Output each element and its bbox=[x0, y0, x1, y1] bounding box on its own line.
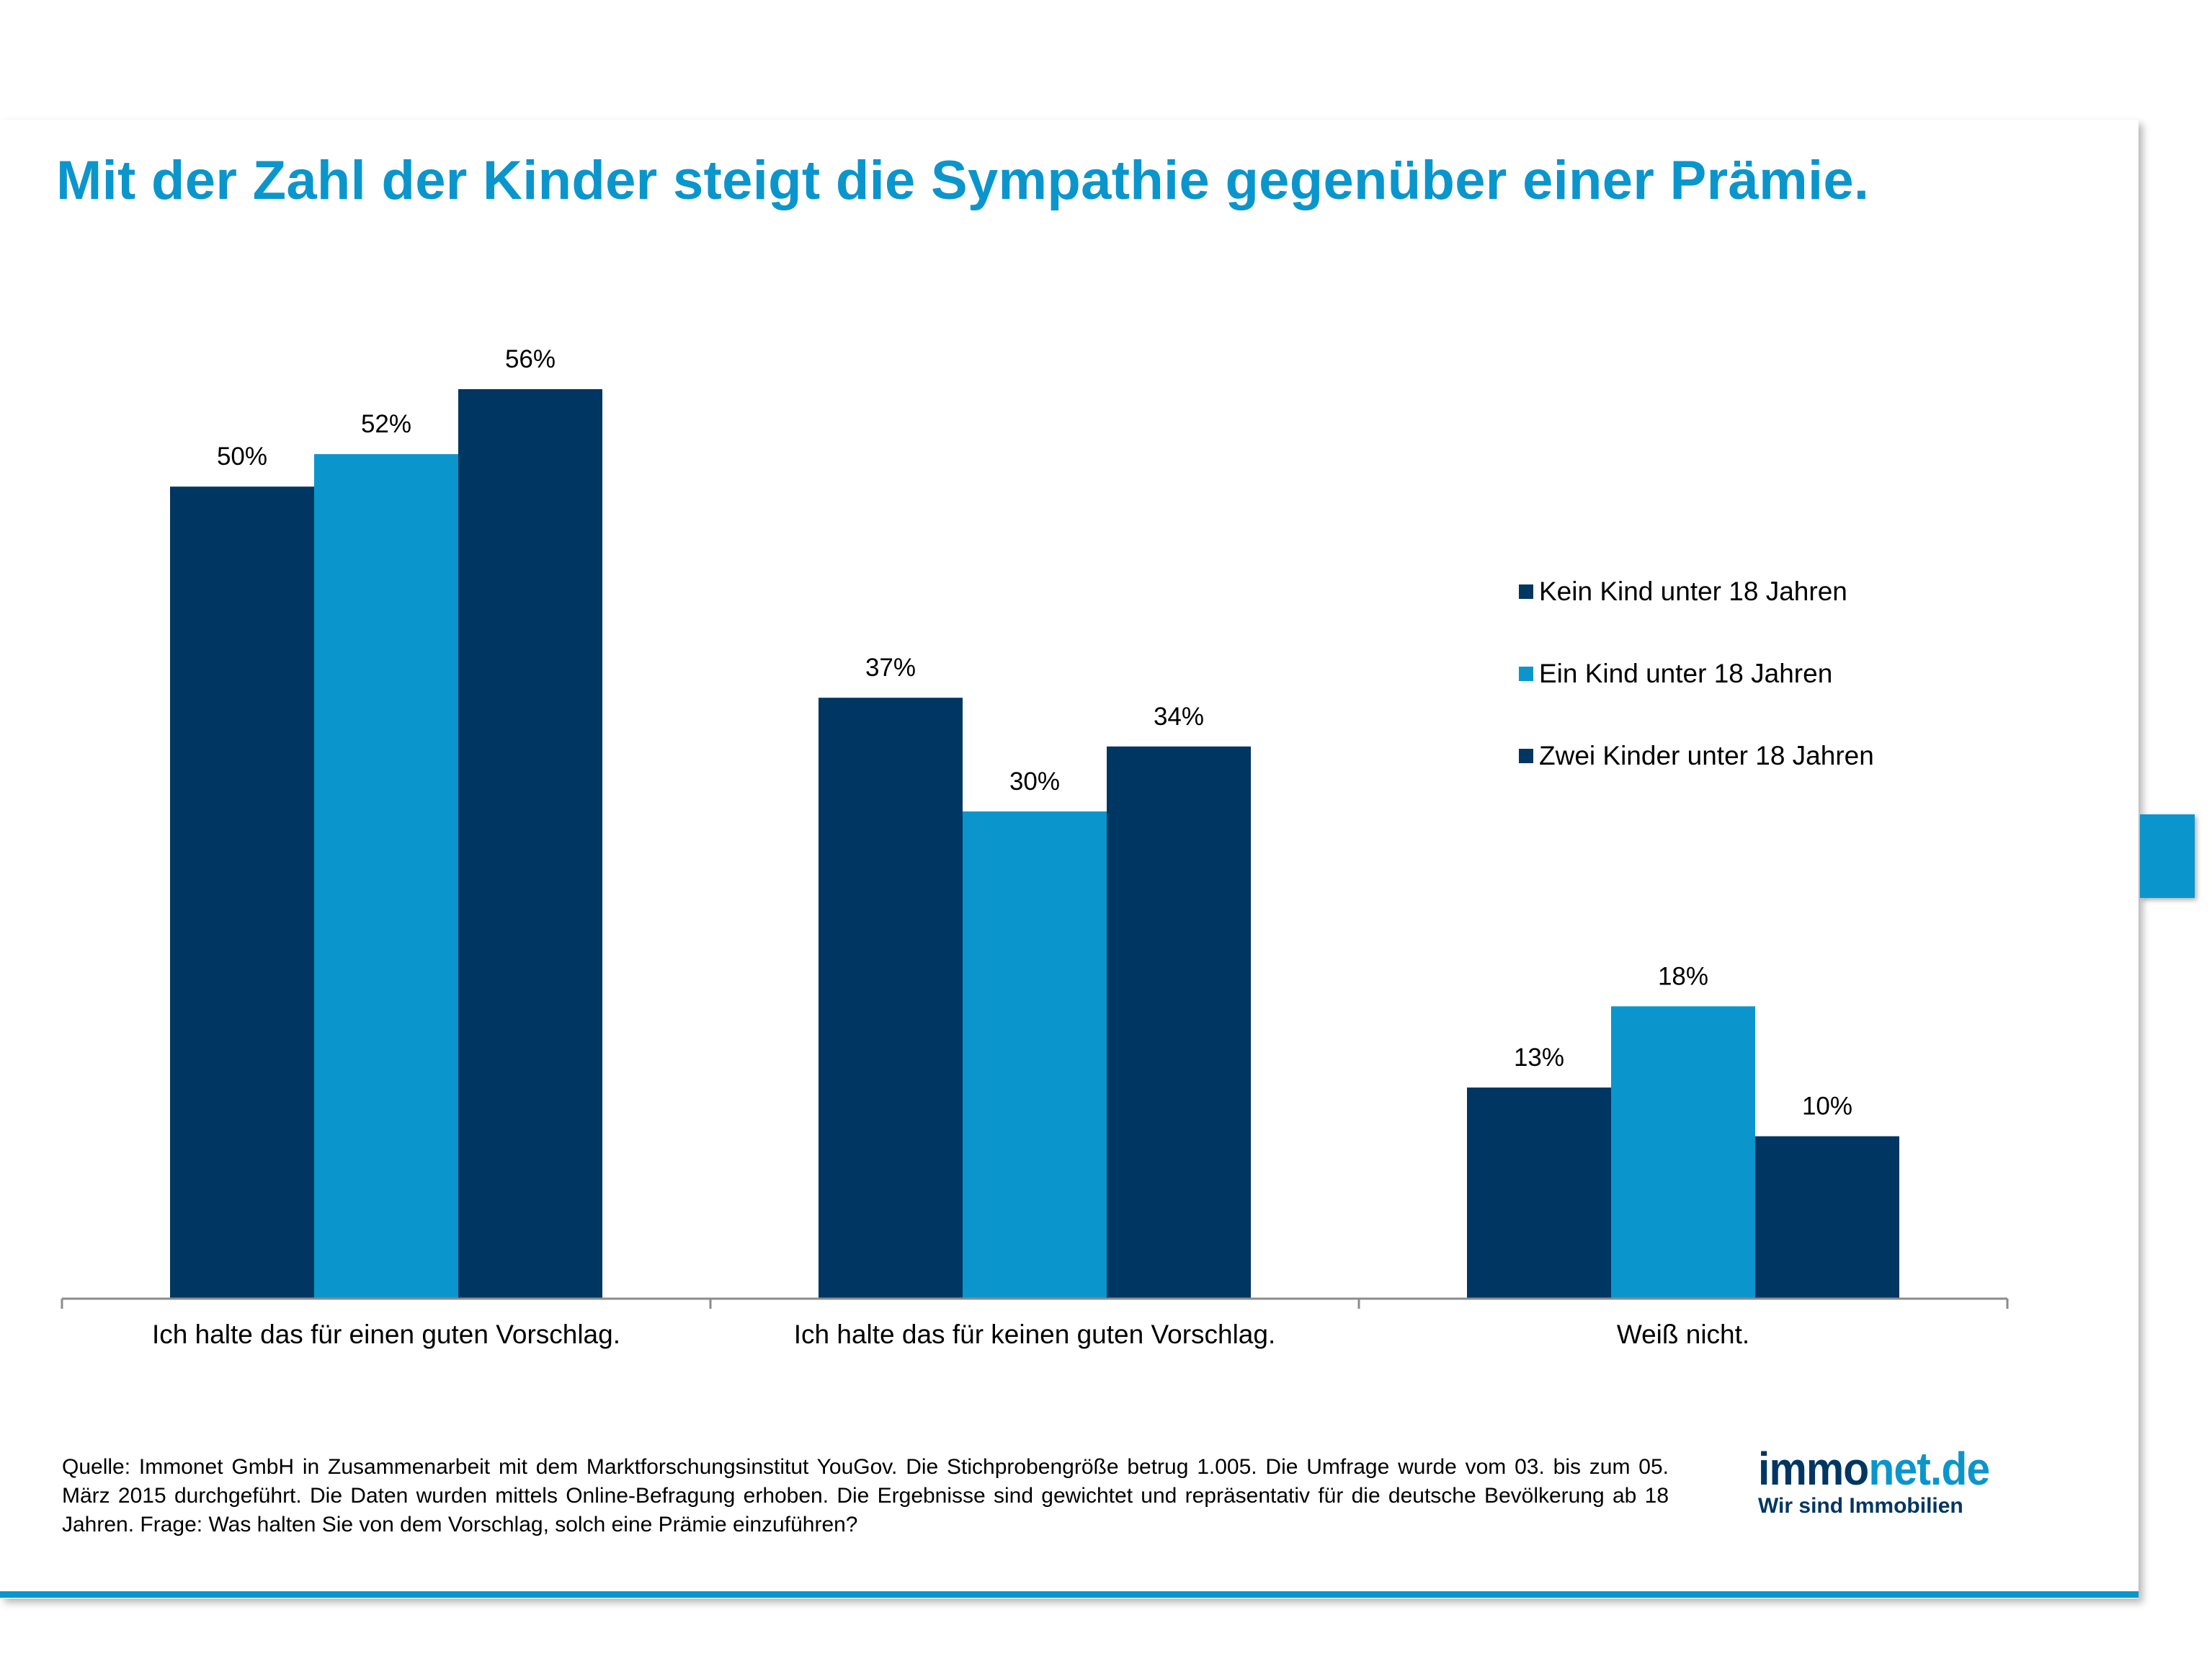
bar-s0-c2 bbox=[1467, 1088, 1611, 1299]
value-label-s1-c1: 30% bbox=[1009, 768, 1060, 796]
value-labels-group: 50% 52% 56% 37% 30% 34% 13% 18% 10% bbox=[217, 345, 1852, 1121]
x-axis bbox=[61, 1297, 2009, 1309]
logo-wordmark: immonet.de bbox=[1758, 1443, 1990, 1495]
category-labels-group: Ich halte das für einen guten Vorschlag.… bbox=[152, 1320, 1749, 1349]
bars-group bbox=[170, 389, 1899, 1299]
source-note: Quelle: Immonet GmbH in Zusammenarbeit m… bbox=[62, 1455, 1669, 1536]
bar-s2-c1 bbox=[1107, 746, 1251, 1299]
bar-s1-c1 bbox=[963, 811, 1107, 1299]
category-label-1: Ich halte das für keinen guten Vorschlag… bbox=[794, 1320, 1276, 1349]
value-label-s2-c0: 56% bbox=[505, 345, 556, 373]
value-label-s0-c0: 50% bbox=[217, 442, 267, 471]
legend-label-1: Ein Kind unter 18 Jahren bbox=[1539, 659, 1833, 688]
value-label-s0-c1: 37% bbox=[865, 654, 916, 682]
bar-s1-c2 bbox=[1611, 1006, 1755, 1299]
bottom-rule bbox=[0, 1591, 2139, 1598]
value-label-s0-c2: 13% bbox=[1514, 1044, 1564, 1072]
value-label-s1-c2: 18% bbox=[1658, 962, 1708, 990]
logo-wordmark-part1: immo bbox=[1758, 1443, 1869, 1495]
legend-label-2: Zwei Kinder unter 18 Jahren bbox=[1539, 741, 1874, 770]
legend-swatch-1 bbox=[1519, 667, 1533, 681]
legend-swatch-0 bbox=[1519, 584, 1533, 599]
legend-item-1: Ein Kind unter 18 Jahren bbox=[1519, 653, 1874, 695]
category-label-2: Weiß nicht. bbox=[1617, 1320, 1749, 1349]
value-label-s2-c2: 10% bbox=[1802, 1093, 1852, 1121]
value-label-s1-c0: 52% bbox=[361, 410, 411, 438]
bar-s1-c0 bbox=[314, 454, 458, 1299]
legend: Kein Kind unter 18 Jahren Ein Kind unter … bbox=[1519, 571, 1874, 817]
bar-s2-c2 bbox=[1755, 1136, 1899, 1299]
logo-tagline: Wir sind Immobilien bbox=[1758, 1494, 1963, 1518]
side-tab-marker bbox=[2140, 814, 2195, 898]
legend-label-0: Kein Kind unter 18 Jahren bbox=[1539, 577, 1847, 606]
bar-s0-c1 bbox=[819, 698, 963, 1299]
chart-title: Mit der Zahl der Kinder steigt die Sympa… bbox=[56, 150, 1870, 211]
immonet-logo: immonet.de Wir sind Immobilien bbox=[1758, 1444, 2010, 1518]
category-label-0: Ich halte das für einen guten Vorschlag. bbox=[152, 1320, 620, 1349]
legend-item-2: Zwei Kinder unter 18 Jahren bbox=[1519, 735, 1874, 777]
legend-swatch-2 bbox=[1519, 749, 1533, 763]
value-label-s2-c1: 34% bbox=[1154, 703, 1204, 731]
logo-wordmark-part2: net.de bbox=[1868, 1443, 1990, 1495]
bar-s2-c0 bbox=[458, 389, 602, 1299]
bar-s0-c0 bbox=[170, 486, 314, 1299]
legend-item-0: Kein Kind unter 18 Jahren bbox=[1519, 571, 1874, 613]
